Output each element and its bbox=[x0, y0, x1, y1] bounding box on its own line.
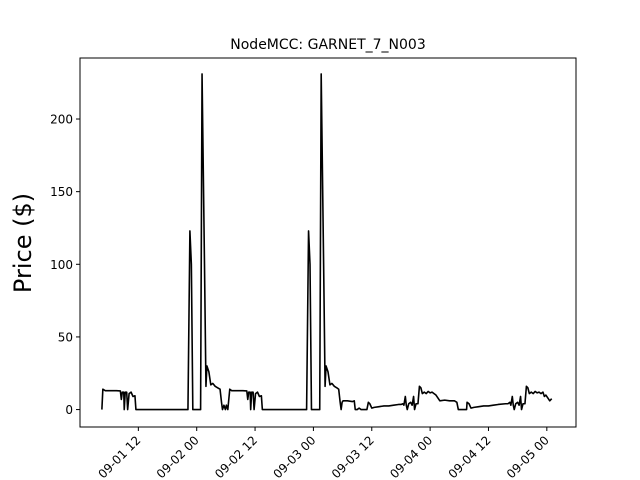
y-tick-label: 50 bbox=[58, 330, 73, 344]
y-tick-label: 200 bbox=[50, 113, 73, 127]
price-series-line bbox=[101, 73, 553, 411]
chart-title: NodeMCC: GARNET_7_N003 bbox=[230, 37, 425, 53]
x-tick-label: 09-01 12 bbox=[95, 433, 143, 480]
x-axis-ticks: 09-01 12 09-02 00 09-02 12 09-03 00 09-03 12… bbox=[95, 427, 552, 480]
x-tick-label: 09-04 00 bbox=[387, 433, 435, 480]
y-tick-label: 150 bbox=[50, 185, 73, 199]
x-tick-label: 09-05 00 bbox=[504, 433, 552, 480]
y-tick-label: 100 bbox=[50, 258, 73, 272]
axes-frame bbox=[79, 57, 577, 428]
y-tick-label: 0 bbox=[65, 403, 73, 417]
x-tick-label: 09-02 12 bbox=[212, 433, 260, 480]
y-axis-label: Price ($) bbox=[9, 193, 37, 293]
y-axis-ticks: 0 50 100 150 200 bbox=[50, 113, 80, 417]
x-tick-label: 09-04 12 bbox=[446, 433, 494, 480]
x-tick-label: 09-02 00 bbox=[154, 433, 202, 480]
x-tick-label: 09-03 12 bbox=[329, 433, 377, 480]
x-tick-label: 09-03 00 bbox=[270, 433, 318, 480]
plot-area bbox=[79, 57, 577, 428]
